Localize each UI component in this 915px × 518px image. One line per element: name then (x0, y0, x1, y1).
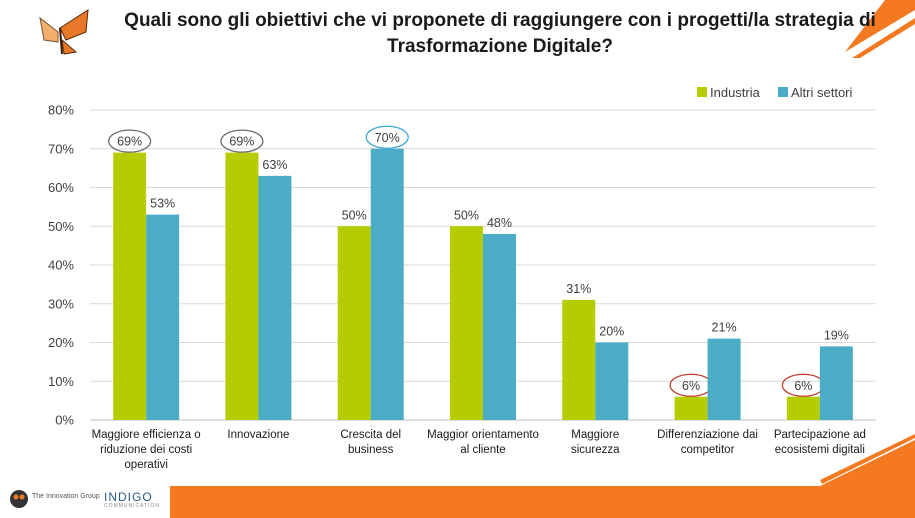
x-category-label: Maggiore sicurezza (571, 429, 620, 456)
bar-industria (786, 396, 820, 420)
x-category-label-line: Innovazione (227, 429, 289, 441)
x-category-label-line: Differenziazione dai (657, 429, 758, 441)
x-category-label-line: competitor (681, 444, 735, 456)
y-tick-label: 70% (48, 141, 74, 156)
data-label: 6% (682, 379, 700, 393)
indigo-sub-text: COMMUNICATION (104, 503, 160, 509)
x-category-label-line: al cliente (460, 444, 505, 456)
y-tick-label: 60% (48, 180, 74, 195)
data-label: 70% (375, 131, 400, 145)
bar-altri-settori (146, 214, 180, 420)
data-label: 48% (487, 216, 512, 230)
bar-industria (450, 226, 483, 420)
x-category-label-line: riduzione dei costi (100, 444, 192, 456)
x-category-label: Partecipazione ad ecosistemi digitali (774, 429, 866, 456)
bar-industria (225, 152, 259, 420)
x-category-label-line: sicurezza (571, 444, 620, 456)
bar-altri-settori (258, 175, 292, 420)
x-category-label: Maggior orientamento al cliente (427, 429, 539, 456)
x-category-label-line: Maggiore (571, 429, 619, 441)
data-label: 6% (794, 379, 812, 393)
x-category-label: Innovazione (227, 429, 289, 441)
bar-altri-settori (707, 338, 741, 420)
bar-industria (674, 396, 708, 420)
butterfly-icon (39, 9, 89, 55)
x-category-label: Differenziazione dai competitor (657, 429, 758, 456)
y-tick-label: 80% (48, 103, 74, 118)
x-category-label: Crescita del business (340, 429, 401, 456)
bar-altri-settori (483, 234, 516, 420)
data-label: 19% (824, 328, 849, 342)
innovation-group-logo: The Innovation Group (8, 488, 103, 510)
data-label: 20% (599, 325, 624, 339)
x-category-label: Maggiore efficienza o riduzione dei costi… (92, 429, 201, 471)
y-tick-label: 30% (48, 296, 74, 311)
bar-altri-settori (595, 342, 629, 420)
data-label: 69% (117, 135, 142, 149)
x-category-label-line: Maggiore efficienza o (92, 429, 201, 441)
data-label: 31% (566, 282, 591, 296)
data-label: 63% (262, 158, 287, 172)
legend-label-industria: Industria (710, 85, 761, 100)
legend-swatch-altri-settori (778, 87, 788, 97)
y-tick-label: 50% (48, 219, 74, 234)
y-tick-label: 10% (48, 374, 74, 389)
bar-altri-settori (819, 346, 853, 420)
legend-swatch-industria (697, 87, 707, 97)
data-label: 53% (150, 197, 175, 211)
title-line-1: Quali sono gli obiettivi che vi proponet… (124, 10, 876, 31)
bar-altri-settori (370, 148, 404, 420)
x-category-label-line: business (348, 444, 394, 456)
x-category-label-line: Partecipazione ad (774, 429, 866, 441)
indigo-text: INDIGO (104, 490, 153, 504)
x-category-label-line: operativi (124, 459, 167, 471)
innovation-group-text: The Innovation Group (32, 493, 100, 500)
x-category-label-line: ecosistemi digitali (775, 444, 865, 456)
y-tick-label: 0% (55, 413, 74, 428)
x-category-label-line: Maggior orientamento (427, 429, 539, 441)
title-line-2: Trasformazione Digitale? (387, 36, 613, 57)
y-tick-label: 40% (48, 258, 74, 273)
owl-icon (10, 490, 28, 508)
data-label: 50% (342, 208, 367, 222)
chart-title: Quali sono gli obiettivi che vi proponet… (120, 8, 880, 60)
data-label: 50% (454, 208, 479, 222)
bar-industria (337, 226, 371, 420)
highlight-circle (365, 125, 409, 149)
x-category-label-line: Crescita del (340, 429, 401, 441)
data-label: 69% (229, 135, 254, 149)
bar-industria (562, 299, 596, 420)
data-label: 21% (712, 321, 737, 335)
indigo-logo: INDIGO COMMUNICATION (104, 490, 164, 512)
highlight-circle (220, 129, 264, 153)
bar-industria (113, 152, 147, 420)
legend-label-altri-settori: Altri settori (791, 85, 853, 100)
highlight-circle (107, 129, 152, 153)
y-tick-label: 20% (48, 335, 74, 350)
